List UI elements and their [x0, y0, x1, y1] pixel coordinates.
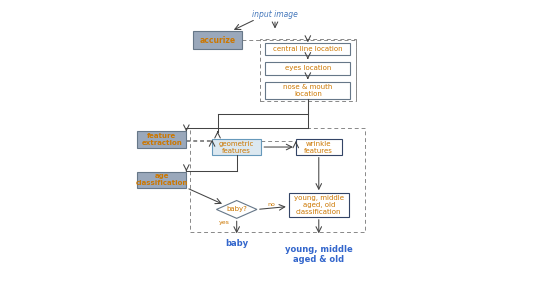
Text: feature
extraction: feature extraction — [141, 133, 182, 146]
Text: baby?: baby? — [226, 206, 247, 212]
FancyBboxPatch shape — [289, 193, 349, 217]
Text: yes: yes — [219, 220, 230, 225]
Text: baby: baby — [225, 239, 248, 248]
FancyBboxPatch shape — [295, 139, 342, 155]
FancyBboxPatch shape — [193, 32, 242, 49]
FancyBboxPatch shape — [212, 139, 261, 155]
Text: eyes location: eyes location — [285, 65, 331, 71]
Text: young, middle
aged, old
classification: young, middle aged, old classification — [294, 195, 344, 215]
FancyBboxPatch shape — [137, 131, 186, 148]
FancyBboxPatch shape — [266, 43, 350, 55]
Text: central line location: central line location — [273, 46, 343, 52]
Text: geometric
features: geometric features — [219, 140, 255, 154]
FancyBboxPatch shape — [266, 82, 350, 99]
Text: nose & mouth
location: nose & mouth location — [283, 84, 333, 97]
Polygon shape — [217, 200, 257, 218]
Text: young, middle
aged & old: young, middle aged & old — [285, 245, 353, 264]
FancyBboxPatch shape — [137, 172, 186, 188]
Text: wrinkle
features: wrinkle features — [304, 140, 333, 154]
Text: accurize: accurize — [200, 35, 235, 44]
Text: input image: input image — [252, 10, 298, 19]
Text: age
classification: age classification — [135, 173, 188, 186]
Text: no: no — [268, 202, 276, 208]
FancyBboxPatch shape — [266, 62, 350, 74]
